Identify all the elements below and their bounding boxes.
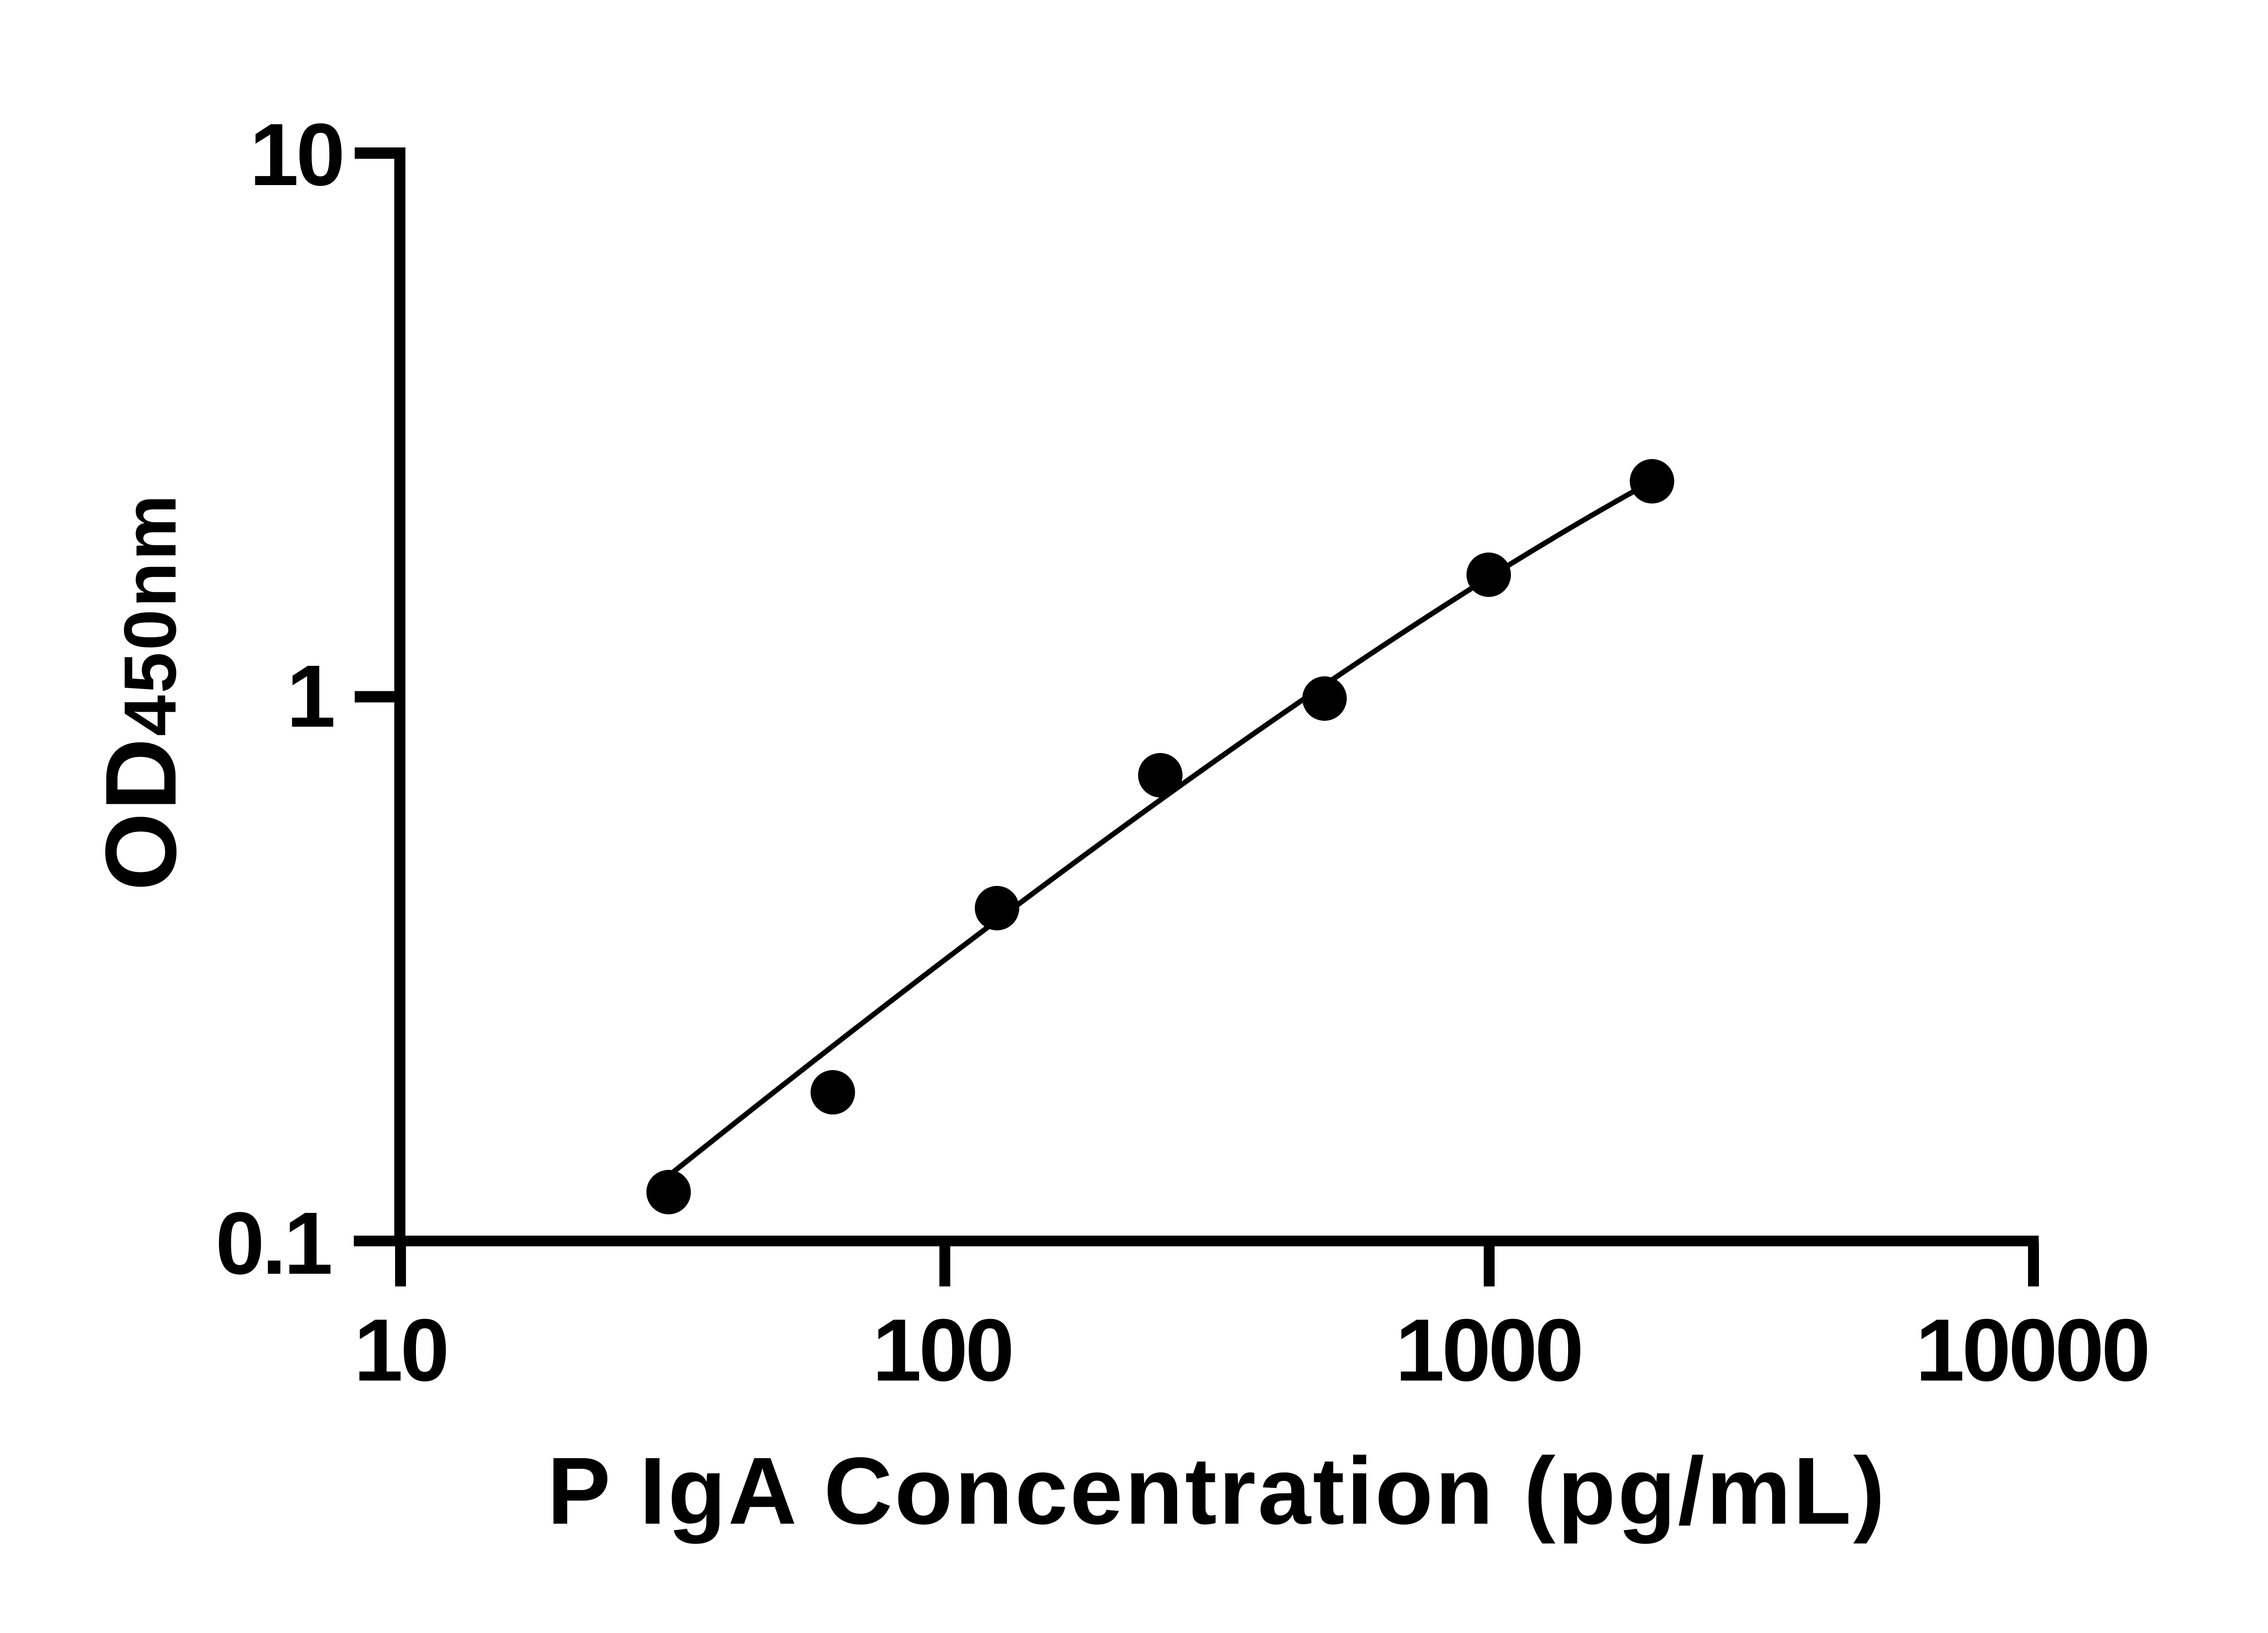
svg-text:P IgA Concentration (pg/mL): P IgA Concentration (pg/mL) [547, 1437, 1887, 1544]
svg-text:1: 1 [287, 647, 334, 746]
svg-text:10000: 10000 [1916, 1301, 2148, 1400]
svg-text:1000: 1000 [1395, 1301, 1581, 1400]
svg-text:10: 10 [354, 1301, 447, 1400]
svg-text:0.1: 0.1 [215, 1194, 331, 1293]
svg-text:10: 10 [249, 105, 342, 204]
svg-text:OD450nm: OD450nm [85, 493, 197, 891]
svg-text:100: 100 [872, 1301, 1012, 1400]
